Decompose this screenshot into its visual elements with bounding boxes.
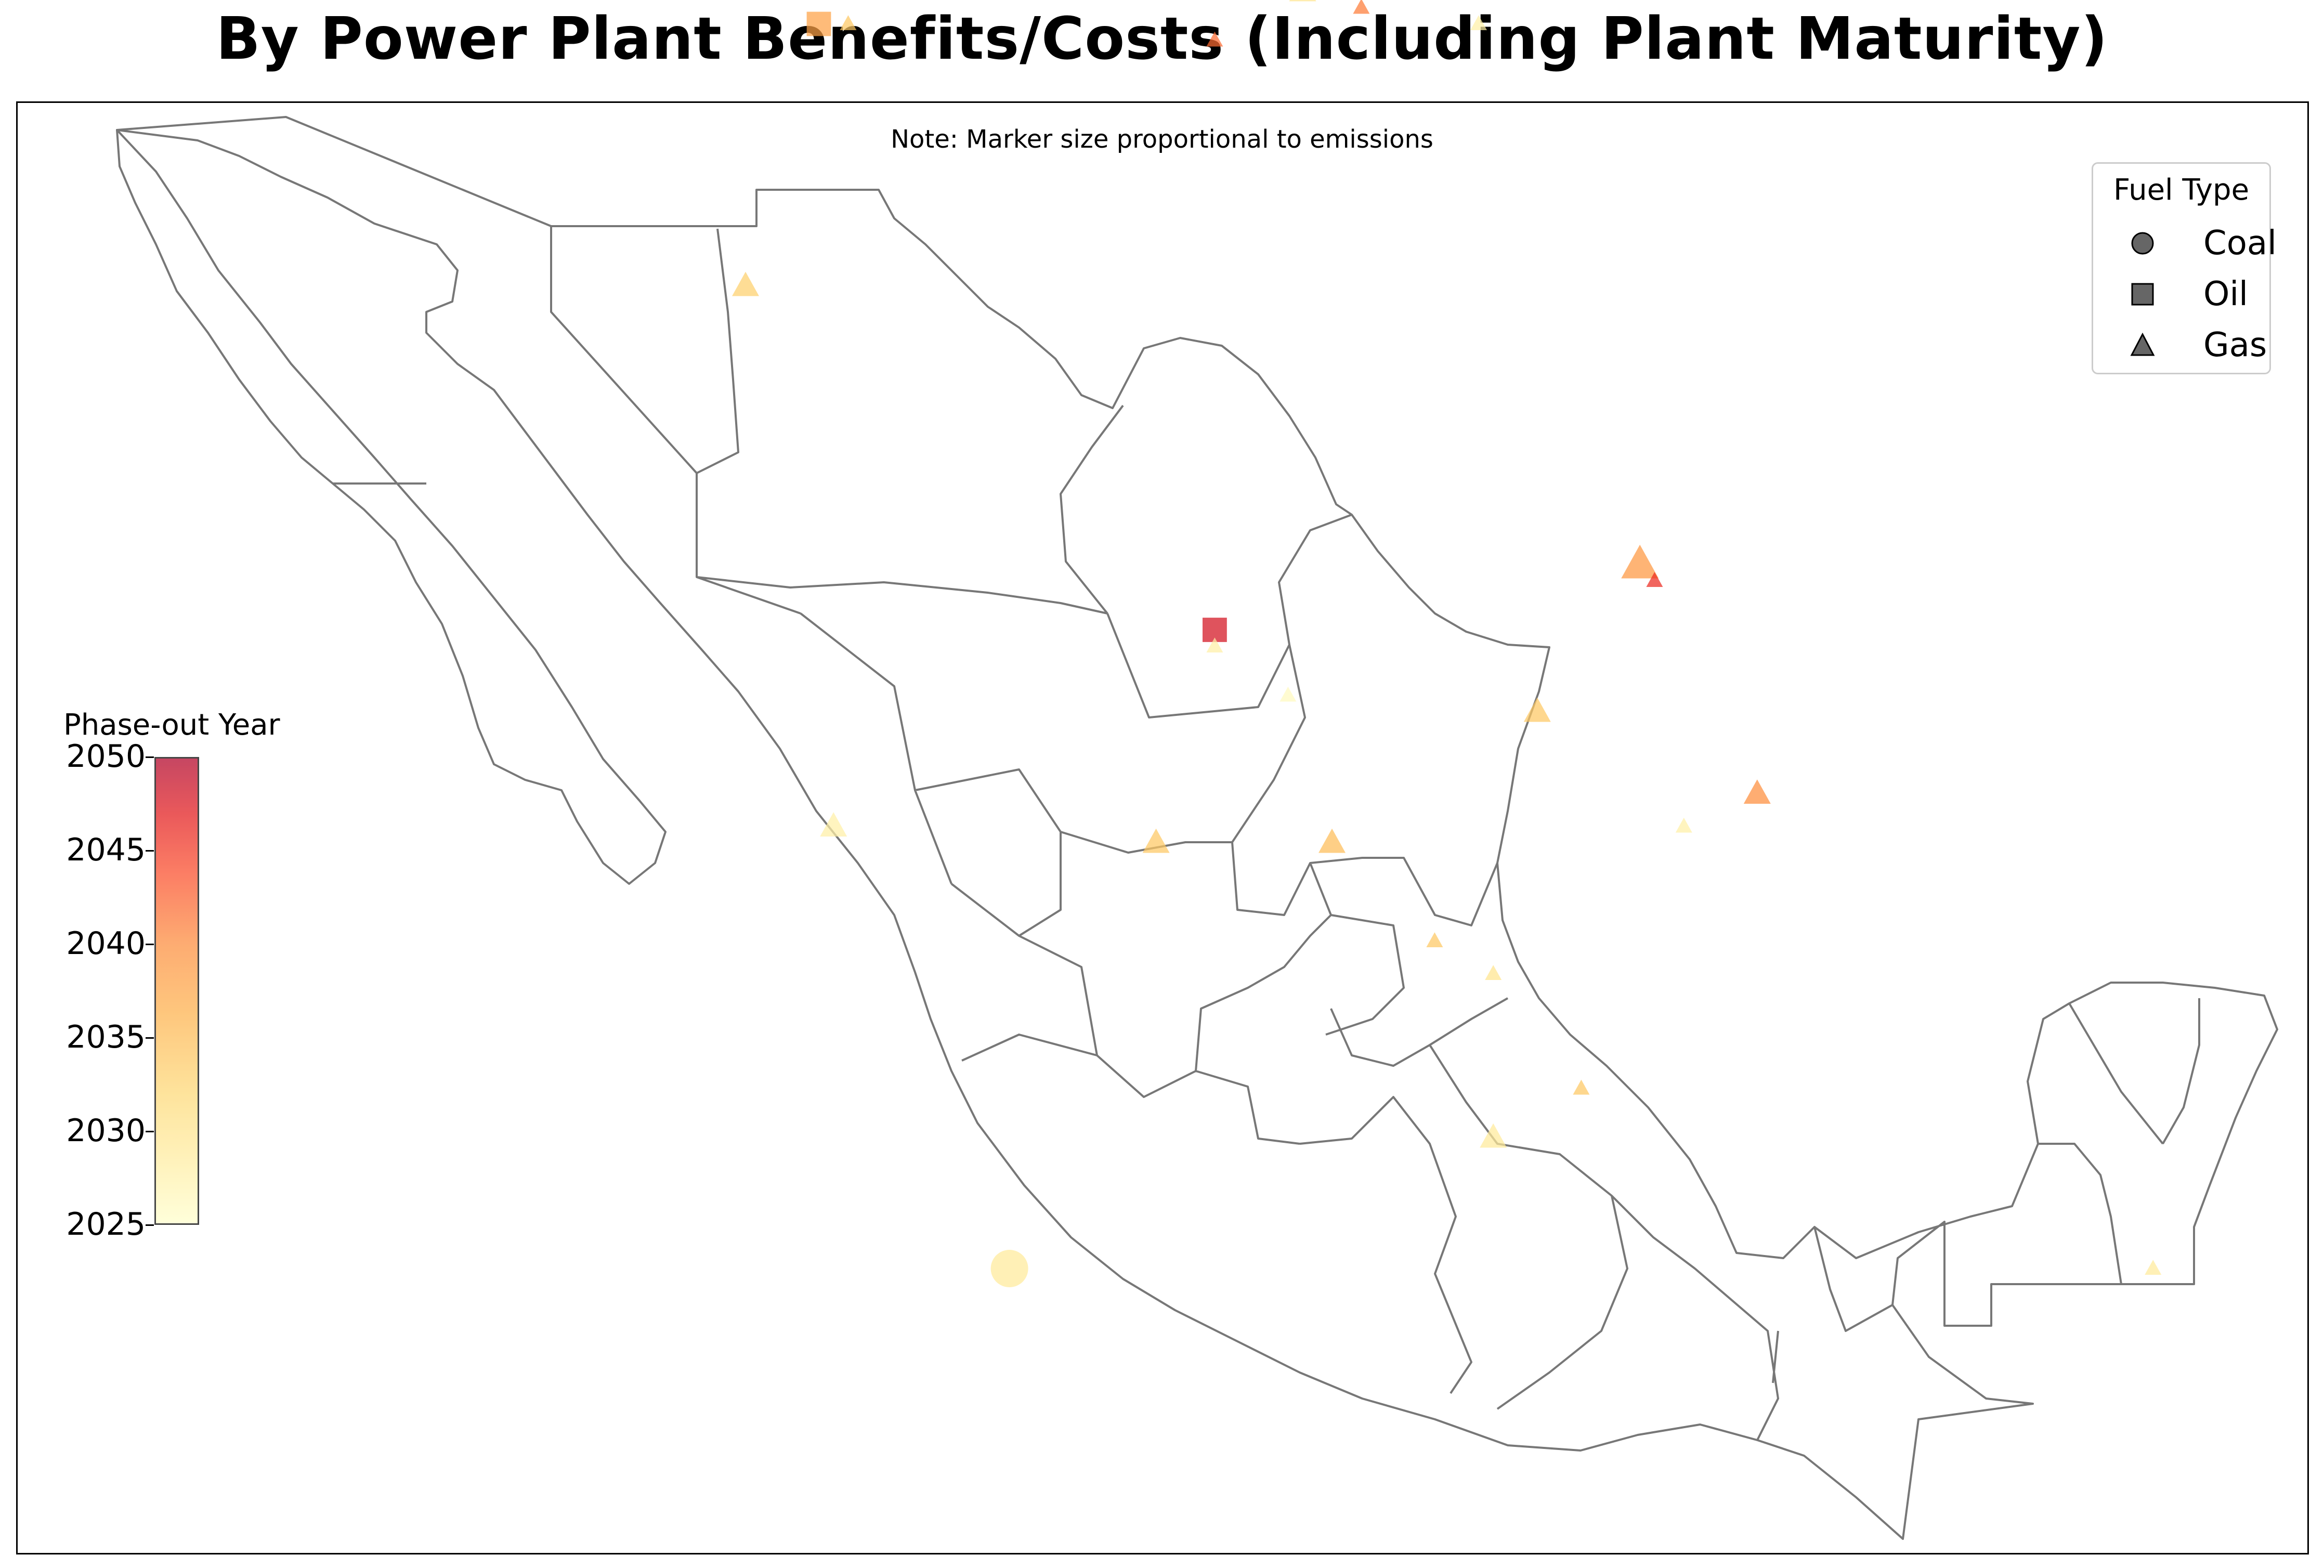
- colorbar-tick-label: 2030: [66, 1113, 146, 1149]
- legend-item-gas: Gas: [2093, 324, 2269, 365]
- map-title: By Power Plant Benefits/Costs (Including…: [216, 5, 2108, 73]
- state-lines: [333, 226, 2200, 1441]
- legend-label-coal: Coal: [2203, 224, 2277, 263]
- plant-marker-gas: [1621, 544, 1659, 579]
- plant-marker-gas: [1480, 1123, 1507, 1148]
- colorbar-tick-mark: [146, 1224, 154, 1226]
- plant-marker-gas: [1646, 572, 1663, 587]
- circle-icon: [2131, 232, 2154, 255]
- triangle-icon: [2130, 332, 2155, 356]
- baja-peninsula: [116, 129, 667, 885]
- fuel-type-legend: Fuel Type Coal Oil Gas: [2092, 162, 2277, 374]
- plant-marker-gas: [1675, 817, 1692, 833]
- colorbar-title: Phase-out Year: [63, 708, 280, 742]
- power-plant-markers: [732, 0, 2162, 1287]
- plant-marker-gas: [820, 812, 847, 837]
- colorbar-tick-mark: [146, 944, 154, 945]
- colorbar-tick-label: 2045: [66, 832, 146, 868]
- country-borders: [116, 116, 2278, 1540]
- map-frame: [16, 101, 2309, 1554]
- plant-marker-gas: [1426, 932, 1443, 947]
- plant-marker-gas: [2145, 1260, 2162, 1275]
- colorbar-tick-label: 2035: [66, 1019, 146, 1055]
- plant-marker-gas: [1206, 637, 1223, 652]
- plant-marker-gas: [1279, 686, 1297, 702]
- plant-marker-gas: [1470, 15, 1487, 30]
- colorbar-tick-mark: [146, 756, 154, 758]
- plant-marker-gas: [1142, 828, 1170, 853]
- plant-marker-gas: [1318, 828, 1346, 853]
- plant-marker-gas: [1523, 697, 1551, 722]
- mexico-outline: [116, 116, 2278, 1540]
- colorbar-tick-mark: [146, 1131, 154, 1132]
- plant-marker-gas: [1289, 0, 1316, 2]
- plant-marker-gas: [1573, 1079, 1590, 1095]
- square-icon: [2131, 283, 2154, 306]
- colorbar-tick-label: 2050: [66, 738, 146, 775]
- plant-marker-gas: [840, 15, 857, 30]
- legend-label-oil: Oil: [2203, 275, 2248, 313]
- map-note: Note: Marker size proportional to emissi…: [891, 125, 1433, 154]
- colorbar: [154, 757, 199, 1225]
- colorbar-tick-mark: [146, 850, 154, 852]
- plant-marker-gas: [1743, 779, 1771, 804]
- plant-marker-gas: [732, 271, 759, 296]
- colorbar-tick-label: 2025: [66, 1206, 146, 1243]
- legend-item-oil: Oil: [2093, 273, 2269, 315]
- legend-label-gas: Gas: [2203, 326, 2267, 364]
- legend-item-coal: Coal: [2093, 222, 2277, 264]
- plant-marker-coal: [990, 1250, 1028, 1287]
- legend-title: Fuel Type: [2113, 173, 2250, 207]
- colorbar-tick-label: 2040: [66, 925, 146, 962]
- plant-marker-oil: [806, 11, 831, 36]
- plant-marker-gas: [1485, 965, 1502, 980]
- colorbar-tick-mark: [146, 1037, 154, 1039]
- plant-marker-gas: [1353, 0, 1370, 14]
- plant-marker-gas: [1206, 31, 1223, 47]
